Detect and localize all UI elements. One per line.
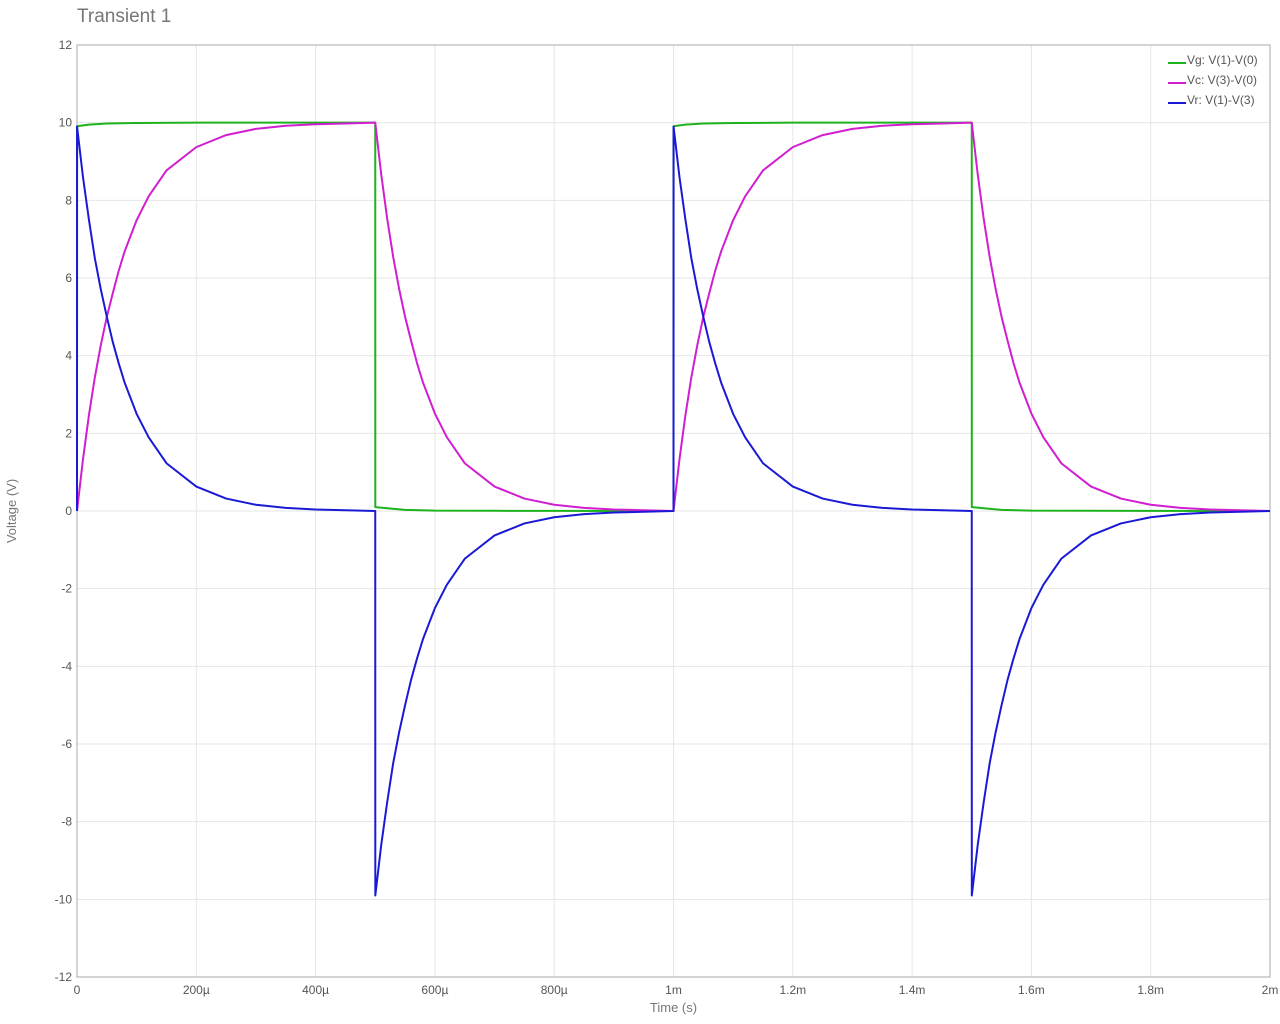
y-tick-label: -4 [61, 659, 72, 673]
x-axis-title: Time (s) [650, 1000, 697, 1015]
legend-item-2[interactable]: Vc: V(3)-V(0) [1168, 73, 1257, 87]
legend[interactable]: Vg: V(1)-V(0) Vc: V(3)-V(0) Vr: V(1)-V(3) [1168, 53, 1258, 107]
y-tick-label: 10 [59, 116, 73, 130]
y-tick-label: -12 [55, 970, 73, 984]
legend-label: Vr: V(1)-V(3) [1187, 93, 1255, 107]
x-tick-label: 1.4m [899, 983, 926, 997]
x-tick-label: 600µ [421, 983, 448, 997]
legend-item-1[interactable]: Vg: V(1)-V(0) [1168, 53, 1258, 67]
x-tick-label: 1.6m [1018, 983, 1045, 997]
y-tick-label: -2 [61, 582, 72, 596]
x-tick-label: 2m [1262, 983, 1279, 997]
x-tick-label: 1m [665, 983, 682, 997]
legend-label: Vc: V(3)-V(0) [1187, 73, 1257, 87]
y-tick-label: 4 [65, 349, 72, 363]
chart-title: Transient 1 [77, 6, 172, 27]
x-tick-label: 0 [74, 983, 81, 997]
y-tick-label: 8 [65, 193, 72, 207]
series-line-3 [76, 125, 1271, 897]
y-tick-label: 6 [65, 271, 72, 285]
y-tick-label: 0 [65, 504, 72, 518]
legend-item-3[interactable]: Vr: V(1)-V(3) [1168, 93, 1255, 107]
x-tick-label: 800µ [541, 983, 568, 997]
x-tick-label: 1.8m [1137, 983, 1164, 997]
y-tick-label: -6 [61, 737, 72, 751]
y-tick-label: -10 [55, 892, 73, 906]
y-tick-label: 2 [65, 426, 72, 440]
tick-labels: 0 200µ 400µ 600µ 800µ 1m 1.2m 1.4m 1.6m 1.8m 2m 12 1… [55, 38, 1279, 997]
x-tick-label: 200µ [183, 983, 210, 997]
y-axis-title: Voltage (V) [4, 479, 19, 543]
legend-label: Vg: V(1)-V(0) [1187, 53, 1258, 67]
x-tick-label: 400µ [302, 983, 329, 997]
series-lines [76, 121, 1271, 897]
x-tick-label: 1.2m [779, 983, 806, 997]
y-tick-label: 12 [59, 38, 73, 52]
y-tick-label: -8 [61, 815, 72, 829]
